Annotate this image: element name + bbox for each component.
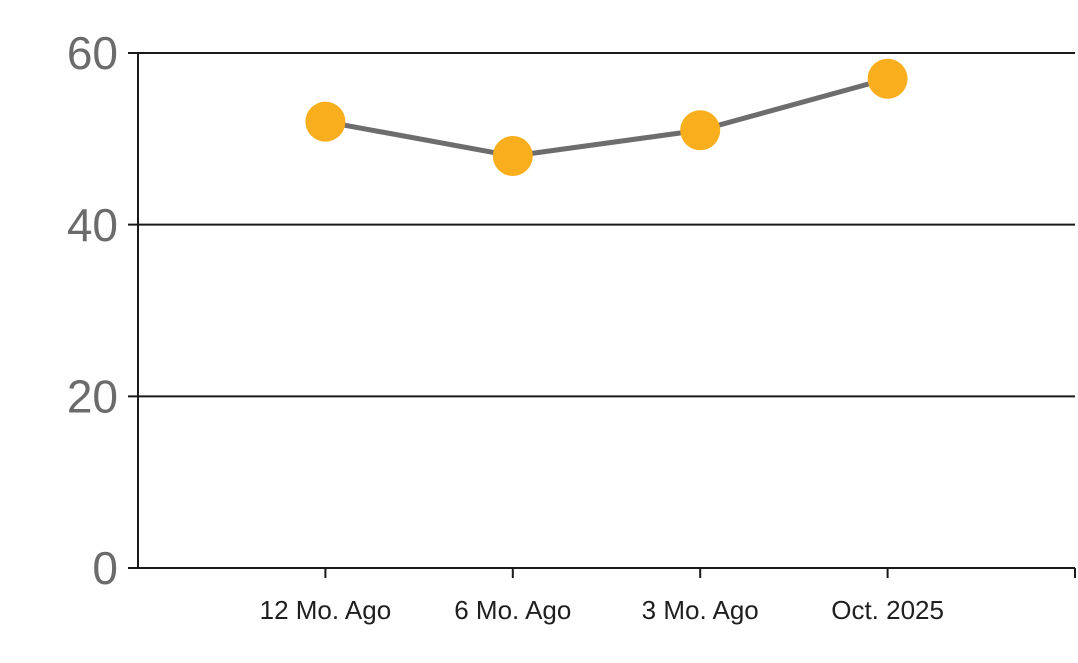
x-tick-label: 12 Mo. Ago bbox=[260, 595, 392, 625]
data-point bbox=[305, 101, 346, 142]
y-tick-label: 20 bbox=[67, 370, 118, 422]
data-line bbox=[322, 76, 891, 159]
y-tick-label: 60 bbox=[67, 27, 118, 79]
x-tick-label: 3 Mo. Ago bbox=[642, 595, 759, 625]
data-point bbox=[867, 58, 908, 99]
data-point bbox=[492, 136, 533, 176]
y-tick-label: 0 bbox=[92, 542, 118, 594]
x-tick-label: 6 Mo. Ago bbox=[454, 595, 571, 625]
y-tick-label: 40 bbox=[67, 199, 118, 251]
data-point bbox=[680, 110, 721, 151]
x-tick-label: Oct. 2025 bbox=[831, 595, 944, 625]
